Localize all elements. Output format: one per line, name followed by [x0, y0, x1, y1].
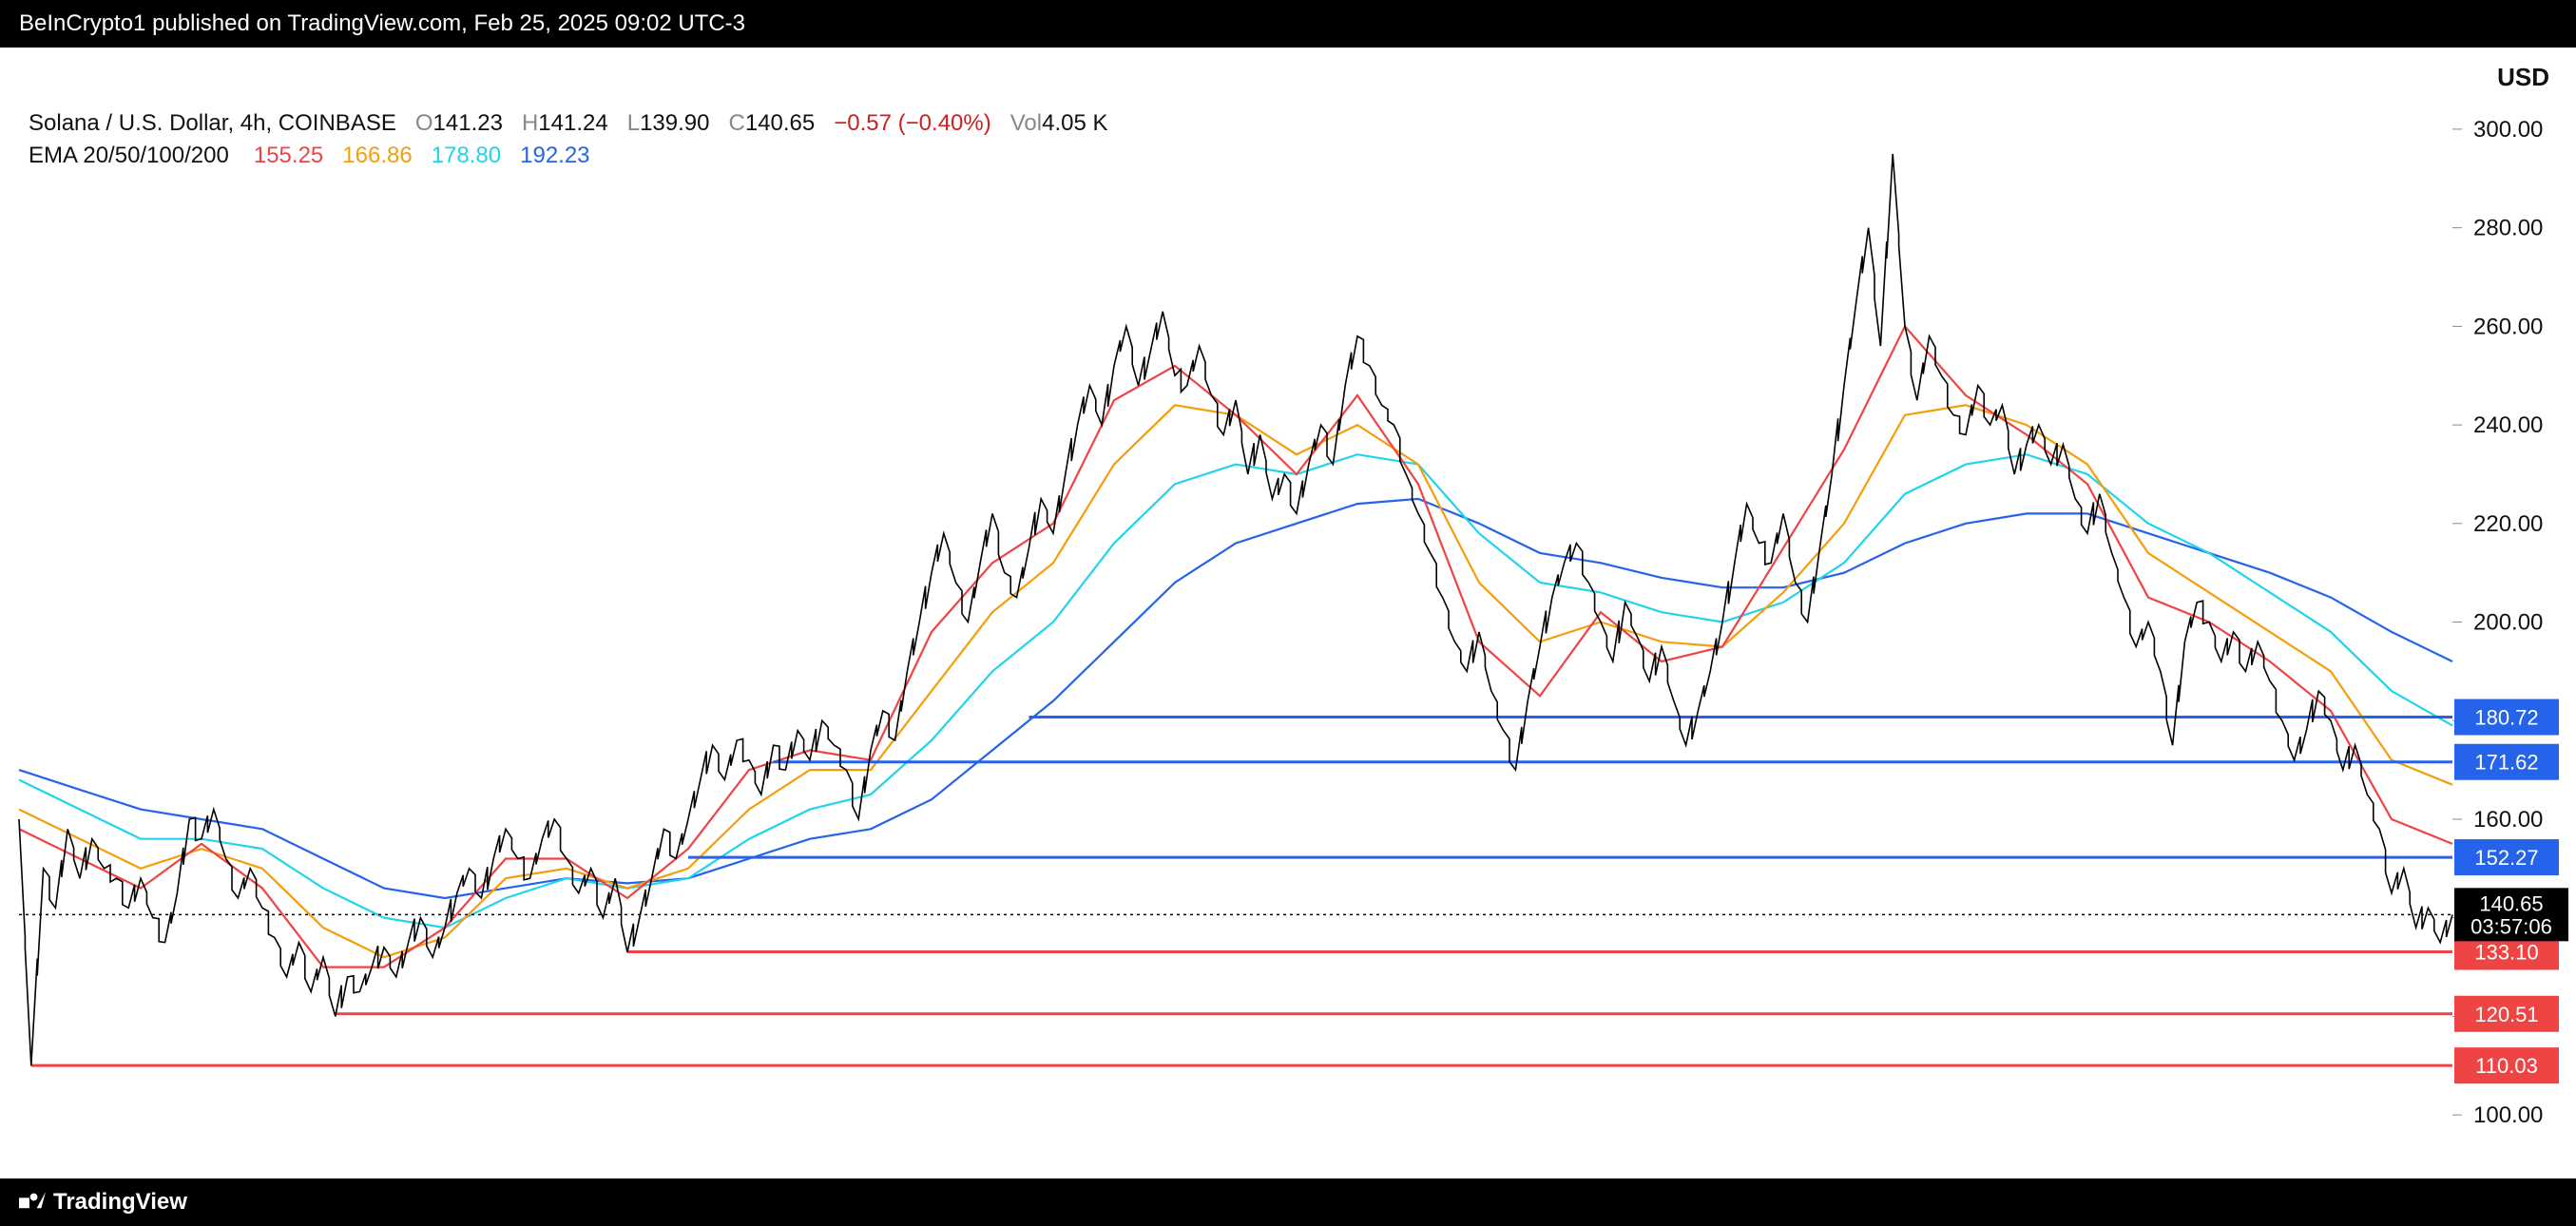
- svg-text:140.65: 140.65: [2479, 891, 2543, 915]
- svg-text:300.00: 300.00: [2473, 117, 2543, 143]
- brand-footer: TradingView: [0, 1178, 2576, 1226]
- chart-svg[interactable]: 100.00120.00140.00160.00180.00200.00220.…: [0, 48, 2576, 1178]
- svg-text:220.00: 220.00: [2473, 511, 2543, 537]
- svg-text:200.00: 200.00: [2473, 610, 2543, 636]
- svg-text:280.00: 280.00: [2473, 216, 2543, 241]
- tradingview-logo-icon: [19, 1189, 46, 1216]
- publish-header: BeInCrypto1 published on TradingView.com…: [0, 0, 2576, 48]
- publish-text: BeInCrypto1 published on TradingView.com…: [19, 10, 745, 37]
- svg-text:100.00: 100.00: [2473, 1102, 2543, 1128]
- svg-text:133.10: 133.10: [2474, 940, 2538, 964]
- svg-text:240.00: 240.00: [2473, 412, 2543, 438]
- chart-area: USD Solana / U.S. Dollar, 4h, COINBASE O…: [0, 48, 2576, 1178]
- svg-text:171.62: 171.62: [2474, 751, 2538, 775]
- svg-text:120.51: 120.51: [2474, 1003, 2538, 1026]
- svg-text:180.72: 180.72: [2474, 706, 2538, 730]
- svg-text:152.27: 152.27: [2474, 846, 2538, 870]
- svg-text:260.00: 260.00: [2473, 314, 2543, 339]
- brand-text: TradingView: [53, 1189, 187, 1216]
- svg-text:160.00: 160.00: [2473, 807, 2543, 833]
- svg-text:03:57:06: 03:57:06: [2470, 914, 2552, 938]
- svg-text:110.03: 110.03: [2475, 1054, 2538, 1078]
